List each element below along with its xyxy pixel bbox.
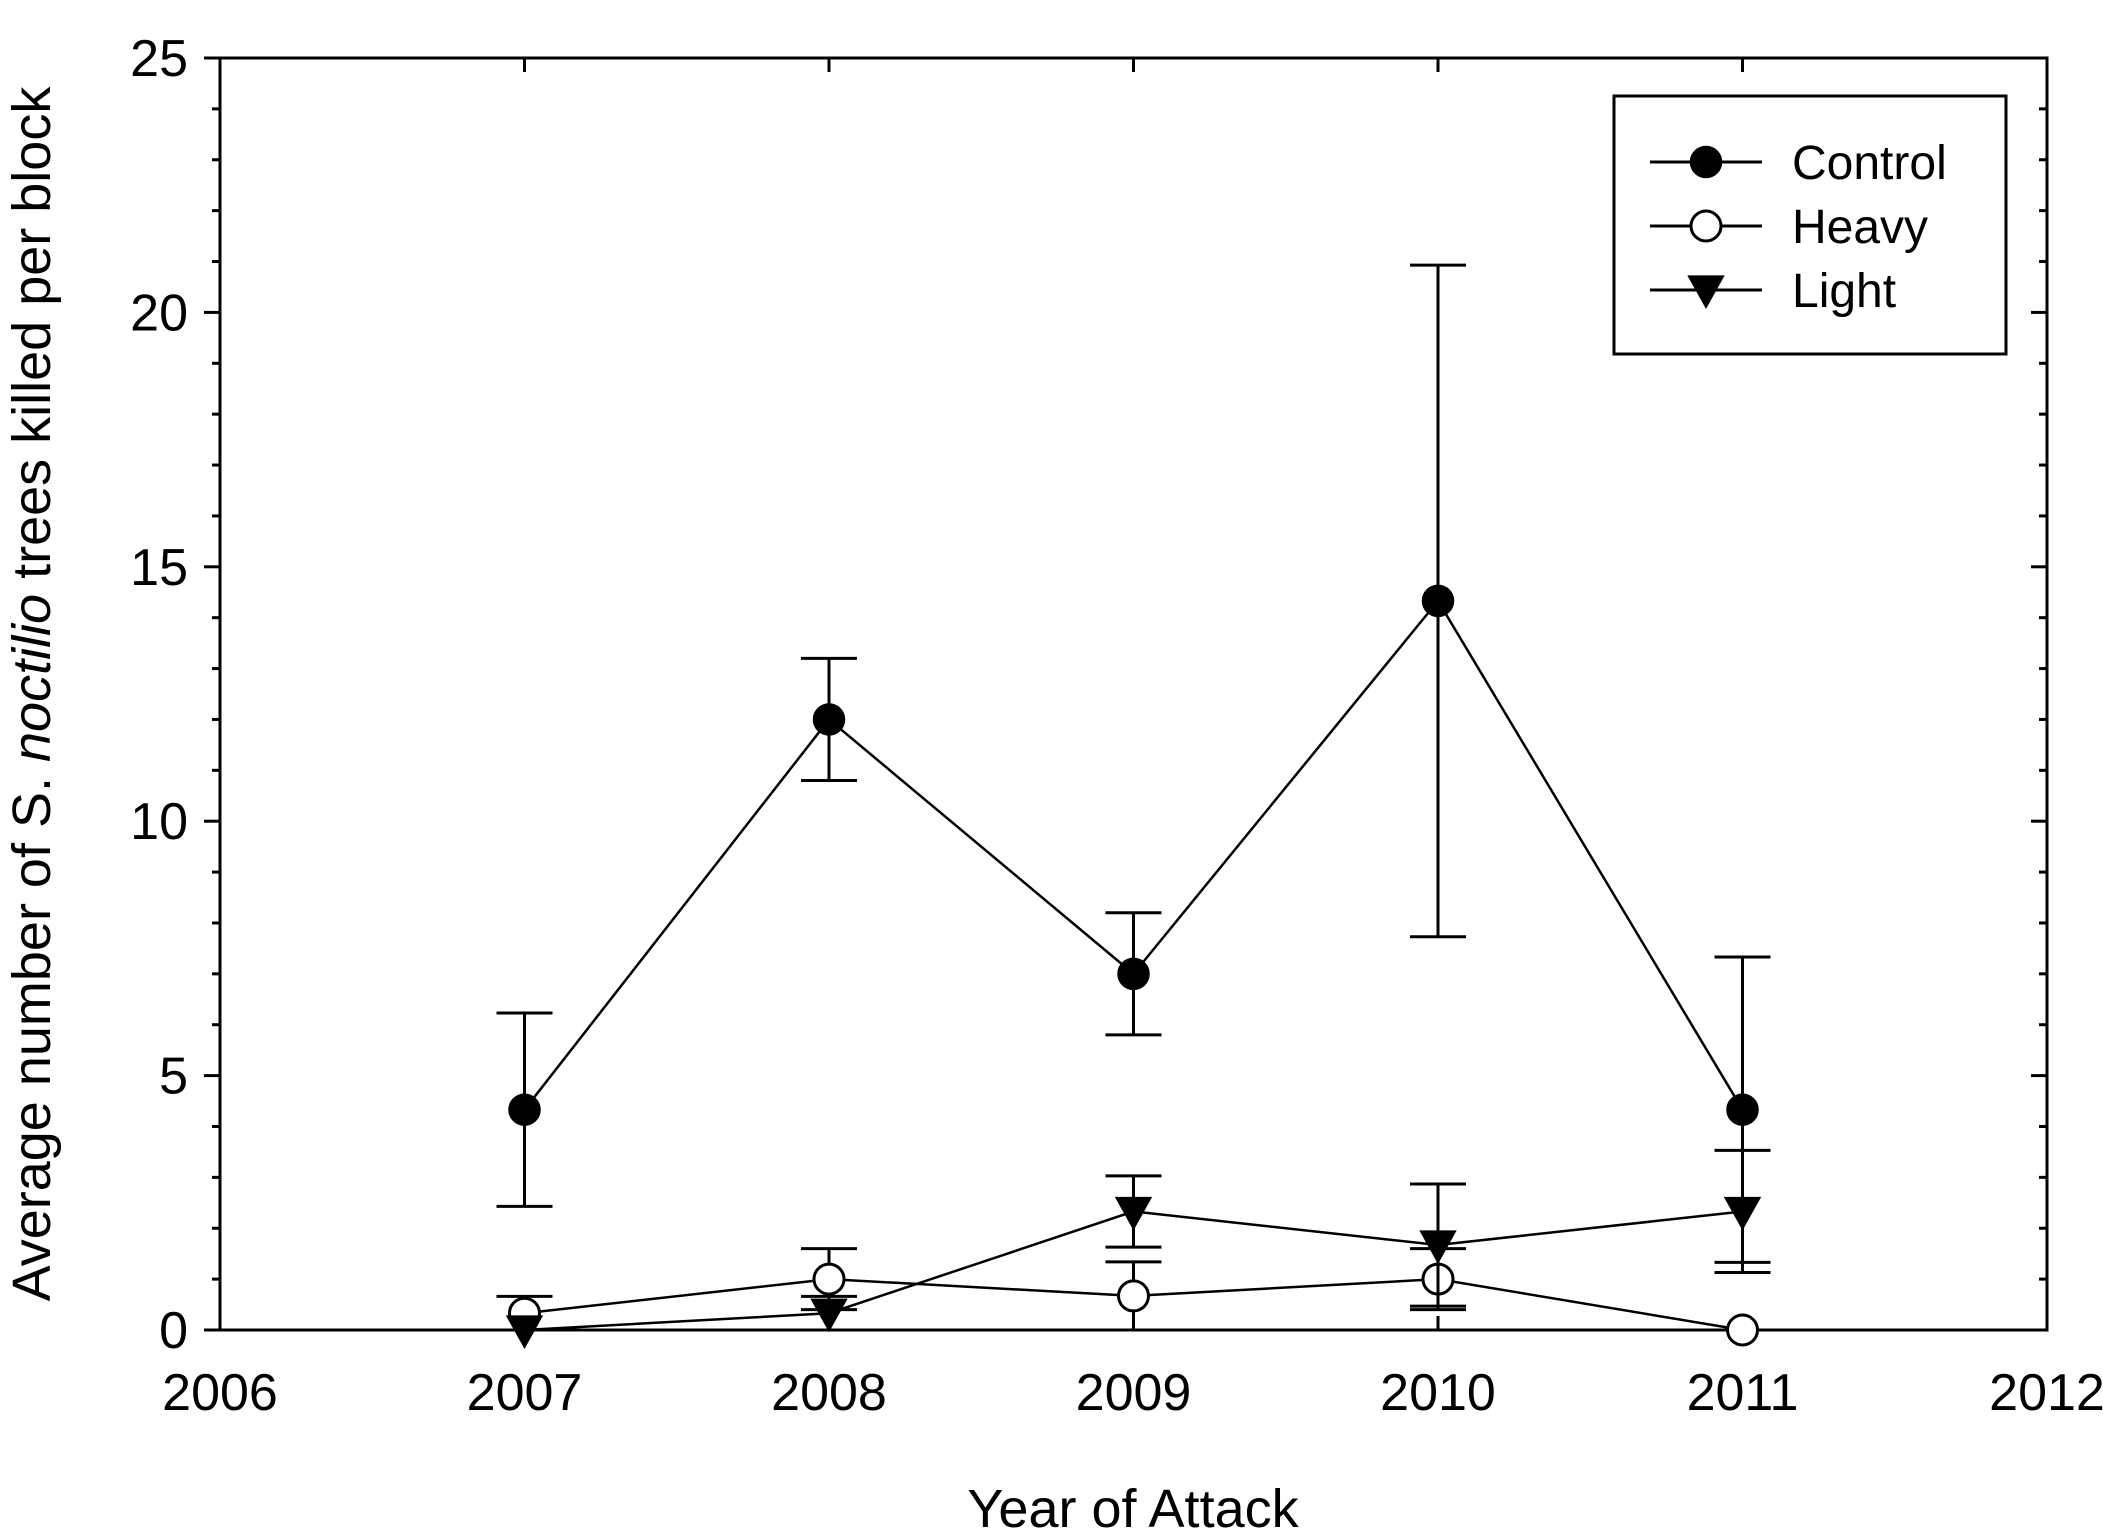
data-point <box>1114 1196 1153 1231</box>
legend-marker <box>1687 275 1725 310</box>
legend: Control Heavy Light <box>1612 94 2008 356</box>
data-point <box>812 703 846 736</box>
y-tick-label: 0 <box>159 1302 188 1360</box>
x-tick-label: 2012 <box>1989 1364 2103 1422</box>
data-point <box>1723 1196 1762 1231</box>
y-axis: 0 5 10 15 20 25 <box>130 30 2047 1360</box>
legend-marker <box>1689 145 1723 179</box>
series-heavy <box>496 1247 1759 1347</box>
y-axis-title: Average number of S. noctilio trees kill… <box>2 86 62 1302</box>
y-tick-label: 15 <box>130 539 188 597</box>
data-point <box>1421 584 1455 618</box>
data-point <box>1726 1313 1759 1347</box>
x-tick-label: 2009 <box>1076 1364 1192 1422</box>
data-point <box>812 1262 846 1296</box>
data-point <box>1117 957 1150 991</box>
y-tick-label: 25 <box>130 30 188 88</box>
data-point <box>810 1298 848 1333</box>
y-tick-label: 20 <box>130 284 188 342</box>
data-point <box>1117 1279 1150 1313</box>
series-control <box>496 263 1771 1264</box>
x-tick-label: 2006 <box>162 1364 278 1422</box>
series-light <box>505 1148 1771 1350</box>
data-point <box>508 1093 541 1126</box>
y-axis-title-part: Average number of S. <box>2 762 62 1301</box>
x-tick-label: 2011 <box>1687 1364 1799 1422</box>
y-tick-label: 5 <box>159 1048 188 1106</box>
x-tick-label: 2010 <box>1380 1364 1496 1422</box>
data-point <box>1419 1230 1457 1265</box>
x-axis: 2006 2007 2008 2009 2010 2011 2012 <box>162 58 2103 1422</box>
data-point <box>505 1315 544 1350</box>
x-axis-title: Year of Attack <box>967 1479 1299 1539</box>
y-axis-title-part: noctilio <box>2 594 62 762</box>
x-tick-label: 2007 <box>467 1364 583 1422</box>
y-tick-label: 10 <box>130 793 188 851</box>
legend-label: Heavy <box>1792 201 1928 254</box>
y-axis-title-part: trees killed per block <box>2 86 62 594</box>
x-tick-label: 2008 <box>771 1364 887 1422</box>
legend-marker <box>1689 209 1723 243</box>
data-point <box>1726 1093 1759 1126</box>
legend-label: Light <box>1792 265 1896 318</box>
series-layer <box>496 263 1771 1350</box>
legend-label: Control <box>1792 137 1947 190</box>
